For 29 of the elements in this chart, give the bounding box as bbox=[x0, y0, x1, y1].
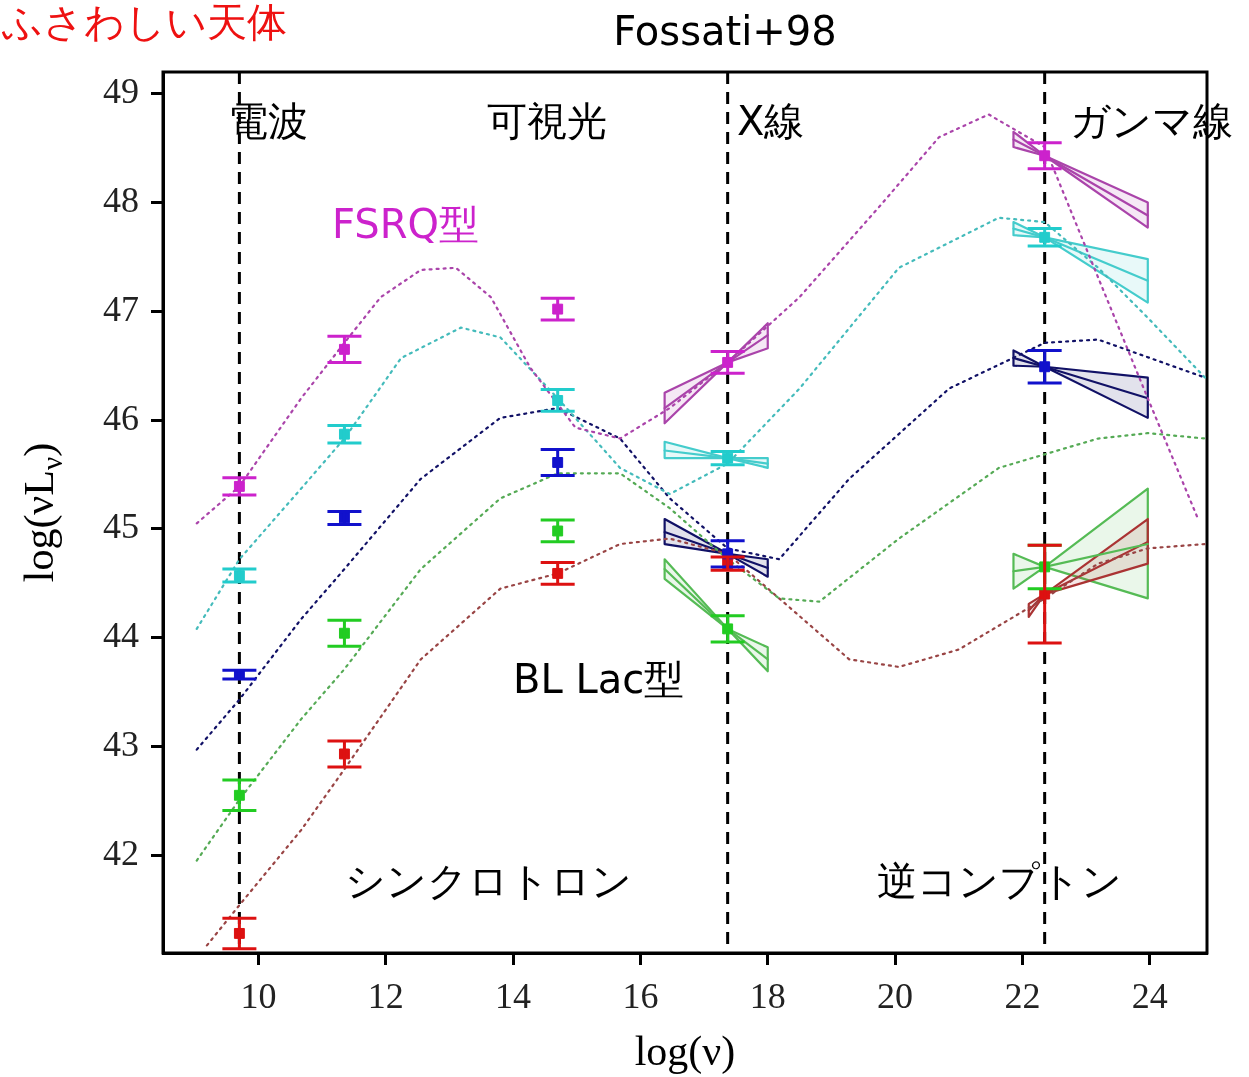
y-tick-label: 43 bbox=[103, 723, 139, 764]
annotation: X線 bbox=[737, 98, 805, 145]
y-tick-label: 48 bbox=[103, 179, 139, 220]
annotation: 逆コンプトン bbox=[877, 858, 1122, 905]
y-tick-label: 44 bbox=[103, 615, 139, 656]
y-tick-label: 42 bbox=[103, 832, 139, 873]
x-tick-label: 10 bbox=[240, 976, 277, 1017]
x-tick-label: 24 bbox=[1131, 976, 1168, 1017]
y-tick-label: 45 bbox=[103, 506, 139, 547]
line-series bbox=[205, 537, 1207, 947]
text: ふさわしい天体 bbox=[1, 0, 287, 46]
annotation: BL Lac型 bbox=[513, 656, 685, 703]
y-tick-label: 46 bbox=[103, 397, 139, 438]
annotation: 電波 bbox=[228, 98, 308, 145]
x-tick-label: 20 bbox=[877, 976, 914, 1017]
chart-title: Fossati+98 bbox=[613, 8, 837, 55]
x-tick-label: 22 bbox=[1004, 976, 1041, 1017]
x-axis-title: log(ν) bbox=[634, 1028, 736, 1075]
x-tick-label: 18 bbox=[749, 976, 786, 1017]
annotation: 可視光 bbox=[487, 98, 607, 145]
x-tick-label: 14 bbox=[495, 976, 532, 1017]
annotation: シンクロトロン bbox=[345, 858, 632, 905]
x-tick-label: 16 bbox=[622, 976, 659, 1017]
y-tick-label: 49 bbox=[103, 71, 139, 112]
annotation: FSRQ型 bbox=[332, 201, 479, 248]
y-axis-title: log(νLν) bbox=[16, 442, 69, 583]
line-series bbox=[195, 432, 1207, 862]
y-tick-label: 47 bbox=[103, 288, 139, 329]
x-tick-label: 12 bbox=[367, 976, 404, 1017]
